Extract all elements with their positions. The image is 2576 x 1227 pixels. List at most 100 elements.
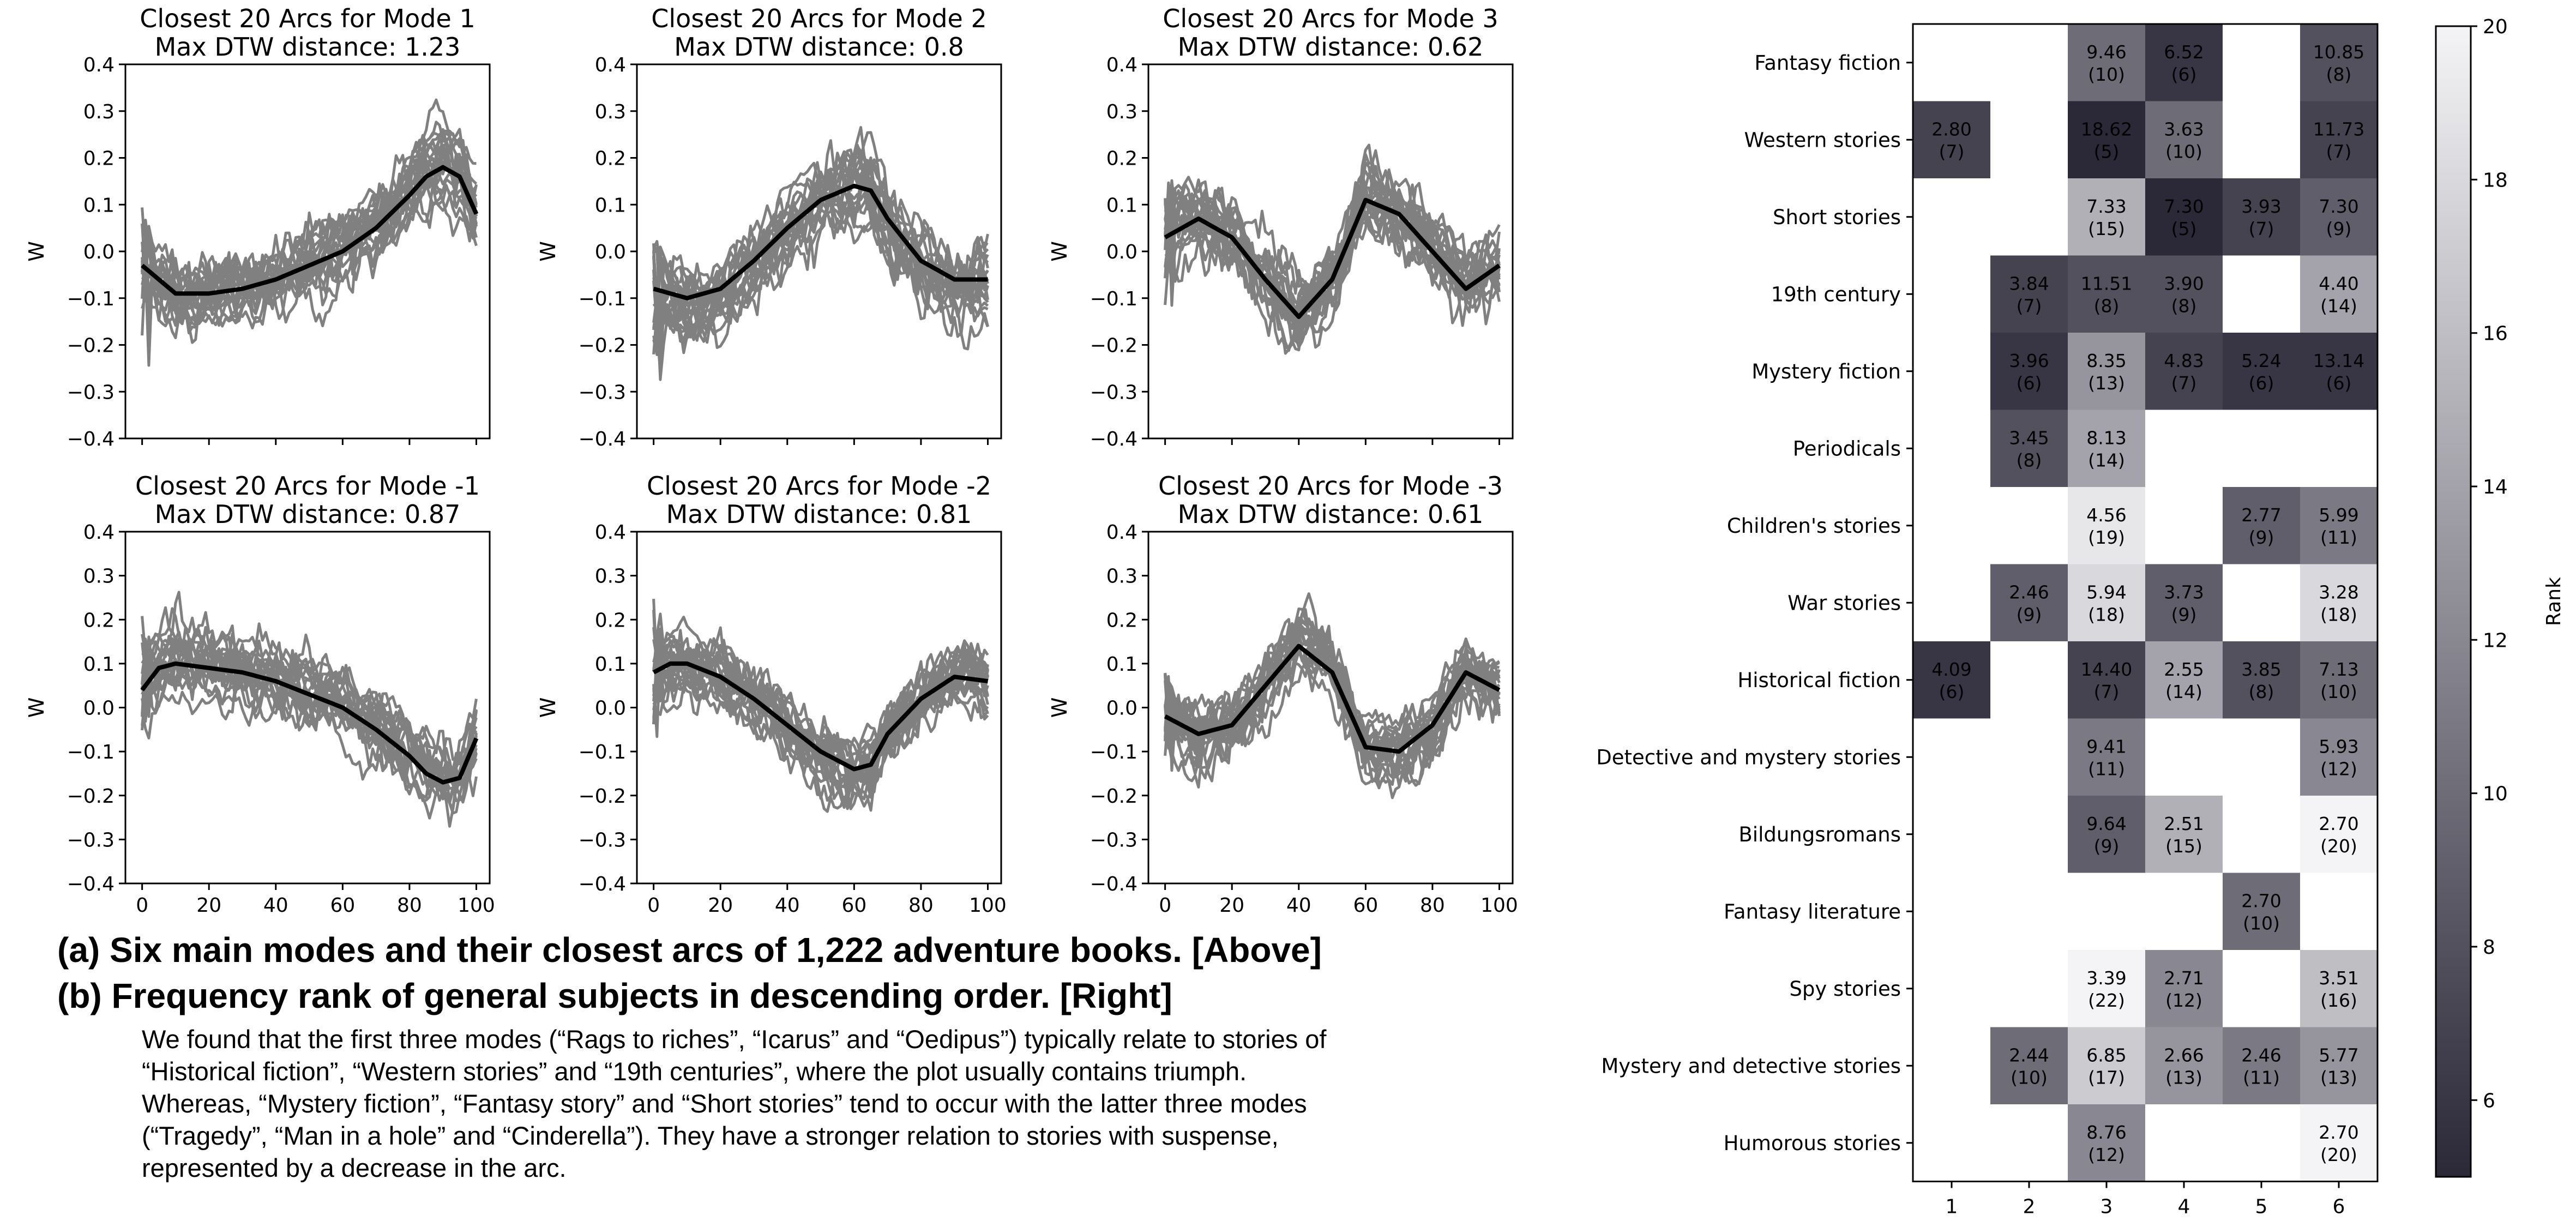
cell-rank: (12) [2320,758,2357,779]
x-tick-label: 100 [458,894,495,917]
subject-label: Bildungsromans [1738,823,1901,846]
y-axis-label: W [1048,241,1072,262]
y-tick-label: 0.4 [1106,54,1137,76]
subject-label: Detective and mystery stories [1596,745,1901,769]
cell-rank: (6) [2326,372,2352,394]
cell-value: 2.70 [2319,1122,2358,1143]
plot-area [140,591,479,828]
heatmap-cell [2068,487,2145,564]
y-tick-label: 0.3 [595,101,626,123]
subject-label: Children's stories [1727,514,1901,538]
colorbar-tick-label: 16 [2483,323,2508,345]
axes-frame [636,531,1002,885]
heatmap-cell [2145,796,2223,873]
y-tick-label: 0.4 [1106,521,1137,544]
heatmap-cell [2068,24,2145,101]
cell-value: 6.52 [2164,41,2204,63]
heatmap-cell [2145,178,2223,256]
colorbar [2435,25,2472,1178]
subject-label: 19th century [1771,282,1901,306]
cell-rank: (10) [2011,1067,2048,1088]
heatmap-cell [2145,1027,2223,1104]
heatmap-cell [2300,1104,2378,1182]
grey-arc [1164,161,1501,330]
cell-rank: (8) [2249,681,2274,702]
heatmap-cell [1990,1027,2068,1104]
cell-rank: (7) [2171,372,2197,394]
y-tick-label: −0.1 [579,741,626,763]
subject-label: War stories [1787,591,1901,615]
grey-arc [1164,175,1501,352]
grey-arc [1164,153,1501,316]
x-tick-label: 0 [1159,894,1171,917]
cell-value: 2.71 [2164,967,2204,989]
y-axis-label: W [1048,697,1072,718]
heatmap-cell [2300,487,2378,564]
heatmap-cell [2068,796,2145,873]
cell-value: 3.93 [2241,196,2281,217]
plot-area [1164,592,1501,799]
cell-rank: (15) [2165,835,2202,857]
panel-title: Closest 20 Arcs for Mode -3 [1158,471,1503,501]
caption-line: represented by a decrease in the arc. [142,1153,567,1182]
cell-value: 2.46 [2009,581,2049,603]
y-tick-label: −0.1 [1090,288,1137,310]
cell-value: 2.46 [2241,1044,2281,1066]
x-tick-label: 40 [775,894,800,917]
y-tick-label: 0.0 [83,697,115,720]
cell-value: 3.39 [2086,967,2126,989]
cell-value: 3.84 [2009,273,2049,294]
y-tick-label: 0.2 [595,609,626,631]
x-tick-label: 100 [1480,894,1518,917]
caption-body: We found that the first three modes (“Ra… [142,1023,1595,1184]
cell-value: 2.51 [2164,813,2204,834]
cell-rank: (7) [2017,295,2042,316]
panel-title: Closest 20 Arcs for Mode 1 [140,4,475,33]
heatmap-cell [2145,24,2223,101]
subject-label: Mystery and detective stories [1601,1054,1901,1078]
cell-value: 6.85 [2086,1044,2126,1066]
captions: (a) Six main modes and their closest arc… [57,927,1595,1184]
heatmap-cell [2300,641,2378,719]
y-tick-label: −0.3 [579,829,626,851]
heatmap-cell [2300,950,2378,1027]
panel-title: Closest 20 Arcs for Mode -2 [647,471,991,501]
x-tick-label: 80 [1420,894,1445,917]
heatmap-cell [2300,718,2378,796]
panel-title: Max DTW distance: 0.87 [155,500,461,529]
cell-rank: (10) [2243,912,2280,934]
heatmap-cell [2145,101,2223,178]
cell-value: 2.70 [2241,890,2281,911]
cell-value: 9.41 [2086,736,2126,757]
x-tick-label: 60 [1353,894,1378,917]
plot-area [652,126,989,381]
y-tick-label: −0.1 [67,288,115,310]
heatmap-cell [2300,564,2378,641]
grey-arc [141,633,478,781]
cell-rank: (9) [2094,835,2120,857]
subject-label: Fantasy literature [1724,900,1901,923]
y-tick-label: −0.4 [579,873,626,895]
cell-rank: (14) [2320,295,2357,316]
cell-rank: (12) [2088,1144,2125,1165]
y-tick-label: −0.3 [1090,829,1137,851]
y-tick-label: 0.3 [1106,101,1137,123]
y-tick-label: 0.2 [1106,609,1137,631]
cell-rank: (5) [2094,141,2120,162]
y-axis-label: W [536,697,560,718]
colorbar-tick-label: 8 [2483,936,2495,959]
cell-rank: (9) [2326,218,2352,239]
y-tick-label: −0.1 [67,741,115,763]
plot-area [1164,143,1501,355]
cell-value: 4.09 [1931,659,1971,680]
y-tick-label: 0.3 [83,566,115,588]
x-tick-label: 60 [841,894,866,917]
cell-rank: (16) [2320,990,2357,1011]
heatmap-cell [2300,796,2378,873]
heatmap-cell [2145,333,2223,410]
cell-value: 3.28 [2319,581,2358,603]
cell-rank: (7) [1939,141,1965,162]
